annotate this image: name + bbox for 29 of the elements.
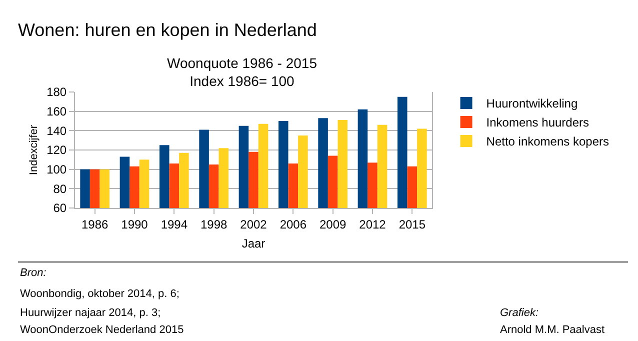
x-tick-label: 2015 (398, 217, 426, 232)
y-tick-label: 80 (53, 182, 67, 196)
legend-label: Huurontwikkeling (486, 96, 578, 111)
x-tick-label: 1994 (160, 217, 188, 232)
y-tick-label: 160 (46, 104, 67, 119)
y-tick-label: 60 (53, 201, 67, 216)
legend-label: Netto inkomens kopers (486, 134, 610, 149)
x-tick-label: 1986 (81, 217, 108, 232)
text: Huurwijzer najaar 2014, p. 3; (20, 307, 161, 319)
x-tick-label: 1990 (121, 217, 148, 232)
text: WoonOnderzoek Nederland 2015 (20, 324, 184, 336)
y-tick-label: 120 (46, 143, 67, 158)
x-tick-label: 2002 (240, 217, 268, 232)
chart-title: Wonen: huren en kopen in Nederland (18, 20, 317, 40)
text: Bron: (20, 267, 46, 279)
x-tick-label: 2012 (359, 217, 386, 232)
text: Woonbondig, oktober 2014, p. 6; (20, 288, 180, 300)
text: Grafiek: (500, 307, 539, 319)
x-tick-label: 2006 (280, 217, 307, 232)
chart-subtitle: Woonquote 1986 - 2015 Index 1986= 100 (167, 55, 318, 90)
y-axis-title: Indexcijfer (28, 124, 40, 176)
x-axis-title: Jaar (242, 236, 266, 250)
text: Arnold M.M. Paalvast (500, 324, 605, 336)
y-tick-label: 180 (46, 85, 67, 100)
y-tick-label: 140 (46, 124, 67, 138)
legend-label: Inkomens huurders (486, 116, 590, 130)
x-tick-label: 1998 (200, 217, 228, 232)
y-tick-label: 100 (46, 162, 67, 177)
x-tick-label: 2009 (319, 217, 346, 232)
